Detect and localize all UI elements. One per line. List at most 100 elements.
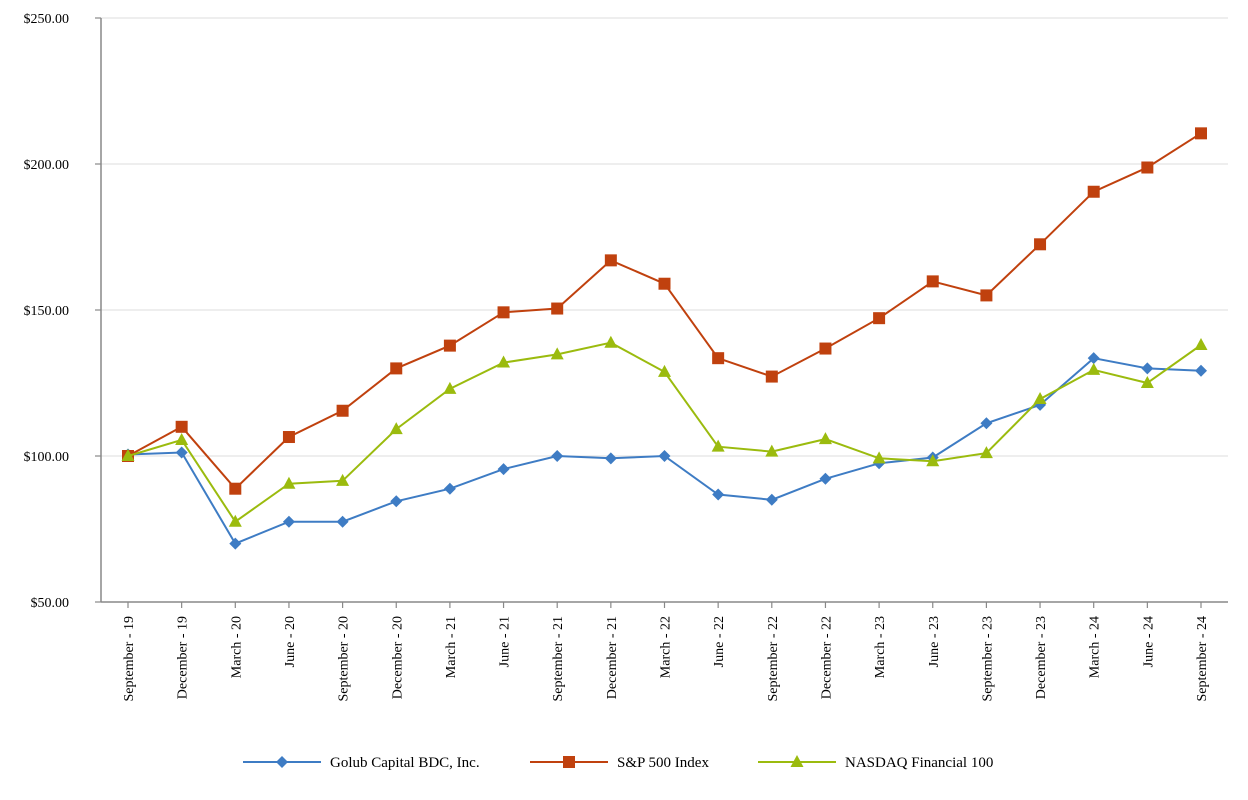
data-point-triangle bbox=[550, 347, 564, 360]
data-point-triangle bbox=[175, 432, 189, 445]
x-tick-label: September - 19 bbox=[122, 616, 137, 702]
x-tick-label: September - 24 bbox=[1195, 616, 1210, 702]
x-tick-label: December - 21 bbox=[605, 616, 620, 699]
data-point-square bbox=[765, 370, 778, 383]
y-tick-labels: $50.00 $100.00 $150.00 $200.00 $250.00 bbox=[24, 12, 70, 611]
y-tick-label: $100.00 bbox=[24, 450, 70, 465]
data-point-triangle bbox=[818, 432, 832, 445]
data-point-square bbox=[1087, 185, 1100, 198]
legend-marker-square bbox=[563, 756, 575, 768]
data-point-square bbox=[497, 306, 510, 319]
data-point-triangle bbox=[926, 454, 940, 467]
data-point-square bbox=[336, 404, 349, 417]
data-point-diamond bbox=[282, 515, 295, 528]
data-point-square bbox=[1195, 127, 1207, 140]
data-point-triangle bbox=[1087, 362, 1101, 375]
legend-item: S&P 500 Index bbox=[530, 755, 709, 771]
x-tick-label: March - 23 bbox=[873, 616, 888, 678]
data-point-triangle bbox=[872, 451, 886, 464]
data-point-triangle bbox=[497, 355, 511, 368]
x-tick-label: September - 21 bbox=[551, 616, 566, 702]
data-point-triangle bbox=[711, 439, 725, 452]
data-point-triangle bbox=[1140, 376, 1154, 388]
data-point-square bbox=[658, 277, 671, 290]
data-point-diamond bbox=[229, 537, 242, 550]
series-lines bbox=[121, 127, 1208, 550]
data-point-square bbox=[980, 289, 993, 302]
x-tick-label: December - 19 bbox=[176, 616, 191, 699]
x-tick-label: March - 21 bbox=[444, 616, 459, 678]
data-point-triangle bbox=[282, 476, 296, 489]
data-point-diamond bbox=[390, 495, 403, 508]
x-tick-label: March - 22 bbox=[659, 616, 674, 678]
series-1 bbox=[122, 127, 1207, 495]
legend-marker-diamond bbox=[276, 756, 288, 768]
data-point-square bbox=[282, 431, 295, 444]
axes bbox=[100, 18, 1228, 603]
data-point-triangle bbox=[1194, 338, 1208, 351]
legend-label: NASDAQ Financial 100 bbox=[845, 755, 993, 771]
data-point-triangle bbox=[121, 449, 135, 461]
data-point-diamond bbox=[497, 463, 510, 476]
data-point-triangle bbox=[979, 446, 993, 459]
data-point-triangle bbox=[336, 473, 350, 486]
data-point-diamond bbox=[1141, 362, 1154, 375]
data-point-diamond bbox=[336, 515, 349, 528]
data-point-diamond bbox=[1087, 352, 1100, 365]
data-point-triangle bbox=[765, 444, 779, 457]
x-tick-label: June - 23 bbox=[927, 616, 942, 667]
data-point-square bbox=[390, 362, 403, 375]
x-tick-label: December - 20 bbox=[390, 616, 405, 699]
data-point-triangle bbox=[658, 364, 671, 377]
y-tick-label: $150.00 bbox=[24, 304, 70, 319]
data-point-square bbox=[551, 302, 564, 315]
x-tick-label: September - 23 bbox=[980, 616, 995, 702]
data-point-square bbox=[443, 339, 456, 352]
legend-label: Golub Capital BDC, Inc. bbox=[330, 755, 480, 771]
data-point-diamond bbox=[175, 446, 188, 459]
data-point-triangle bbox=[604, 335, 618, 348]
x-tick-label: March - 24 bbox=[1088, 616, 1103, 678]
data-point-square bbox=[1141, 161, 1154, 174]
x-tick-labels: September - 19 December - 19 March - 20 Jun… bbox=[122, 616, 1210, 702]
x-tick-label: June - 21 bbox=[498, 616, 513, 667]
x-tick-label: June - 24 bbox=[1141, 616, 1156, 667]
legend: Golub Capital BDC, Inc. S&P 500 Index NASD… bbox=[243, 755, 993, 771]
data-point-square bbox=[873, 312, 886, 325]
y-tick-label: $50.00 bbox=[31, 596, 70, 611]
legend-marker-triangle bbox=[790, 755, 804, 767]
legend-label: S&P 500 Index bbox=[617, 755, 709, 771]
x-tick-label: December - 23 bbox=[1034, 616, 1049, 699]
data-point-diamond bbox=[443, 482, 456, 495]
legend-item: Golub Capital BDC, Inc. bbox=[243, 755, 480, 771]
data-point-square bbox=[1034, 238, 1047, 251]
data-point-diamond bbox=[819, 472, 832, 485]
data-point-square bbox=[926, 275, 939, 288]
data-point-square bbox=[175, 420, 188, 433]
series-2 bbox=[121, 335, 1208, 527]
x-tick-label: September - 22 bbox=[766, 616, 781, 702]
data-point-square bbox=[229, 482, 242, 495]
gridlines bbox=[95, 17, 1228, 608]
data-point-triangle bbox=[389, 422, 403, 435]
data-point-square bbox=[604, 254, 617, 267]
y-tick-label: $250.00 bbox=[24, 12, 70, 27]
data-point-triangle bbox=[443, 381, 457, 394]
data-point-diamond bbox=[1195, 364, 1207, 377]
legend-item: NASDAQ Financial 100 bbox=[758, 755, 993, 771]
x-tick-label: June - 20 bbox=[283, 616, 298, 667]
y-tick-label: $200.00 bbox=[24, 158, 70, 173]
data-point-square bbox=[712, 352, 725, 365]
x-tick-label: June - 22 bbox=[712, 616, 727, 667]
data-point-diamond bbox=[604, 452, 617, 465]
data-point-diamond bbox=[980, 417, 993, 430]
x-tick-label: September - 20 bbox=[337, 616, 352, 702]
data-point-triangle bbox=[1033, 392, 1047, 405]
data-point-triangle bbox=[228, 514, 242, 527]
data-point-diamond bbox=[712, 488, 725, 501]
data-point-diamond bbox=[551, 450, 564, 462]
data-point-square bbox=[819, 342, 832, 355]
x-tick-label: December - 22 bbox=[819, 616, 834, 699]
series-0 bbox=[122, 352, 1207, 550]
